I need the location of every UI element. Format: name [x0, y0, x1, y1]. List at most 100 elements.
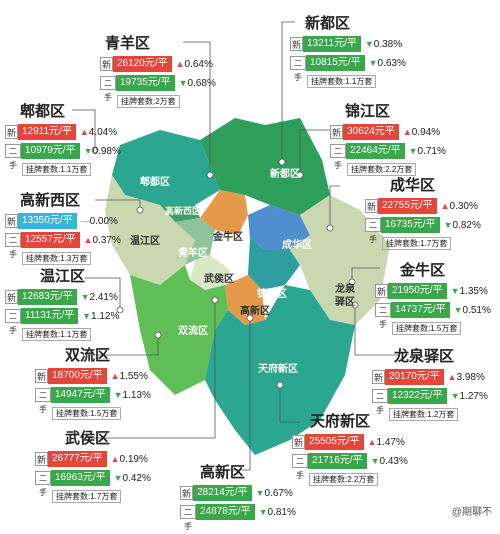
listing-count: 挂牌套数:1.2万套 [389, 408, 459, 421]
watermark: @期聊不 [451, 507, 492, 518]
district-name: 高新区 [200, 464, 246, 481]
district-name: 双流区 [65, 347, 111, 364]
new-tag: 新 [330, 125, 343, 139]
new-price: 12683元/平 [18, 289, 77, 305]
region-wuhou [190, 255, 230, 290]
new-change: 1.55% [119, 370, 148, 382]
new-change: 0.67% [264, 487, 293, 499]
map-label-jinjiang: 锦江区 [257, 289, 287, 300]
down-arrow-icon: ▼ [258, 506, 268, 517]
old-tag: 二手 [292, 454, 308, 480]
down-arrow-icon: ▼ [113, 389, 123, 400]
old-change: 1.12% [91, 310, 120, 322]
region-shuangliu [130, 265, 228, 395]
new-tag: 新 [292, 435, 305, 449]
new-price: 13211元/平 [303, 36, 361, 52]
listing-count: 挂牌套数:2.2万套 [309, 473, 379, 486]
old-tag: 二手 [35, 388, 51, 414]
old-tag: 二手 [5, 309, 21, 335]
card-longquanyi: 龙泉驿区 新 20170元/平 ▲3.98% 二手 12322元/平 ▼1.27% 挂牌… [372, 348, 488, 422]
new-tag: 新 [290, 37, 303, 51]
up-arrow-icon: ▲ [110, 453, 120, 464]
new-price: 18700元/平 [48, 368, 107, 384]
old-tag: 二手 [35, 471, 51, 497]
new-change: 2.41% [89, 291, 118, 303]
district-name: 郫都区 [20, 103, 66, 120]
new-price: 25505元/平 [305, 434, 364, 450]
old-change: 0.42% [122, 472, 151, 484]
old-price: 19735元/平 [116, 75, 175, 91]
old-change: 0.98% [92, 145, 121, 157]
up-arrow-icon: ▲ [440, 200, 450, 211]
district-name: 温江区 [40, 268, 86, 285]
new-price: 13350元/平 [18, 213, 77, 229]
new-tag: 新 [375, 284, 388, 298]
new-tag: 新 [180, 486, 193, 500]
district-name: 新都区 [305, 15, 351, 32]
region-wenjiang [105, 175, 195, 285]
listing-count: 挂牌套数:2.2万套 [347, 163, 417, 176]
old-price: 12557元/平 [21, 232, 80, 248]
old-tag: 二手 [365, 218, 381, 244]
old-price: 21716元/平 [308, 453, 367, 469]
map-label-jinniu: 金牛区 [213, 232, 243, 243]
card-qingyang: 青羊区 新 26120元/平 ▲0.64% 二手 19735元/平 ▼0.68% 挂牌套… [100, 35, 216, 109]
listing-count: 挂牌套数:1.7万套 [382, 237, 452, 250]
down-arrow-icon: ▼ [364, 38, 374, 49]
new-tag: 新 [365, 199, 378, 213]
down-arrow-icon: ▼ [113, 472, 123, 483]
map-label-longquanyi-a: 龙泉 [335, 284, 355, 295]
old-change: 0.82% [452, 219, 481, 231]
new-change: 4.04% [88, 126, 118, 138]
card-xindu: 新都区 新 13211元/平 ▼0.38% 二手 10815元/平 ▼0.63% 挂牌套… [290, 15, 406, 89]
new-price: 30624元平 [343, 124, 399, 140]
down-arrow-icon: ▼ [178, 77, 188, 88]
card-wenjiang: 温江区 新 12683元/平 ▼2.41% 二手 11131元/平 ▼1.12% 挂牌套… [5, 268, 119, 342]
old-change: 0.37% [92, 234, 121, 246]
old-change: 0.63% [377, 57, 406, 69]
down-arrow-icon: ▼ [443, 219, 453, 230]
listing-count: 挂牌套数:1.1万套 [22, 163, 92, 176]
old-price: 14737元/平 [391, 302, 450, 318]
region-qingyang [175, 218, 215, 265]
region-gaoxin [225, 275, 265, 325]
district-name: 武侯区 [65, 430, 111, 447]
down-arrow-icon: ▼ [453, 304, 463, 315]
listing-count: 挂牌套数:1.5万套 [392, 322, 462, 335]
old-price: 10815元/平 [306, 55, 365, 71]
map-label-chenghua: 成华区 [282, 240, 312, 251]
map-label-wuhou: 武侯区 [204, 274, 234, 285]
region-chenghua [248, 205, 310, 250]
new-change: 0.64% [184, 58, 213, 70]
region-xindu [200, 118, 330, 215]
card-jinjiang: 锦江区 新 30624元平 ▲0.94% 二手 22464元/平 ▼0.71% 挂牌套数… [330, 103, 446, 177]
down-arrow-icon: ▼ [370, 455, 380, 466]
up-arrow-icon: ▲ [110, 370, 120, 381]
map-label-xindu: 新都区 [270, 169, 300, 180]
old-change: 0.68% [187, 77, 216, 89]
new-change: 0.00% [89, 215, 118, 227]
new-change: 1.47% [376, 436, 405, 448]
down-arrow-icon: ▼ [83, 145, 93, 156]
card-tianfu: 天府新区 新 25505元/平 ▲1.47% 二手 21716元/平 ▼0.43% 挂牌… [292, 413, 408, 487]
new-tag: 新 [35, 452, 48, 466]
new-change: 0.94% [411, 126, 441, 138]
old-change: 1.13% [122, 389, 151, 401]
map-label-shuangliu: 双流区 [178, 326, 208, 337]
down-arrow-icon: ▼ [255, 487, 265, 498]
new-price: 22755元/平 [378, 198, 437, 214]
region-jinjiang [248, 238, 300, 290]
up-arrow-icon: ▲ [402, 126, 412, 137]
district-name: 天府新区 [310, 413, 371, 430]
region-jinniu-c [200, 190, 248, 235]
new-change: 0.38% [373, 38, 403, 50]
listing-count: 挂牌套数:1.3万套 [22, 252, 92, 265]
card-gaoxin: 高新区 新 28214元/平 ▼0.67% 二手 24878元/平 ▼0.81% [180, 464, 296, 531]
new-change: 1.35% [459, 285, 488, 297]
district-name: 青羊区 [105, 35, 151, 52]
old-change: 0.51% [462, 304, 491, 316]
new-price: 12911元/平 [18, 124, 76, 140]
new-price: 20170元/平 [385, 369, 444, 385]
listing-count: 挂牌套数:1.1万套 [307, 75, 377, 88]
